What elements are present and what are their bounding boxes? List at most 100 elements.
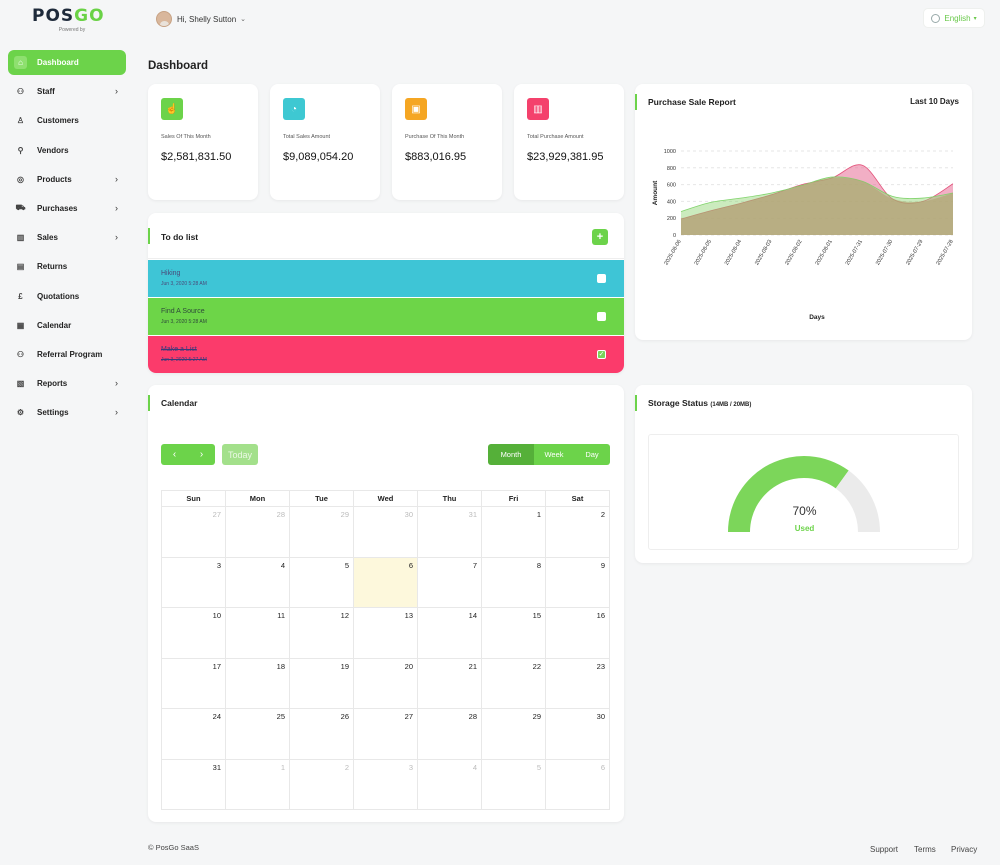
calendar-day[interactable]: 26 [289, 708, 354, 760]
sidebar-item-label: Purchases [37, 203, 78, 213]
todo-item-title: Hiking [161, 270, 181, 277]
calendar-day[interactable]: 21 [417, 657, 482, 709]
sidebar: ⌂ Dashboard ⚇ Staff › ♙ Customers ⚲ Vendors ◎ Prod… [8, 50, 126, 429]
sidebar-item-products[interactable]: ◎ Products › [8, 167, 126, 192]
calendar-day[interactable]: 27 [353, 708, 418, 760]
calendar-day[interactable]: 1 [225, 758, 290, 810]
cart-icon: ⛟ [15, 203, 26, 213]
calendar-day[interactable]: 14 [417, 607, 482, 659]
footer-terms-link[interactable]: Terms [914, 845, 936, 854]
todo-item-date: Jun 3, 2020 5:28 AM [161, 319, 207, 325]
calendar-day[interactable]: 3 [353, 758, 418, 810]
card-accent [148, 395, 150, 411]
calendar-day-today[interactable]: 6 [353, 556, 418, 608]
sidebar-item-quotations[interactable]: £ Quotations [8, 284, 126, 309]
calendar-day[interactable]: 27 [161, 506, 226, 558]
calendar-day[interactable]: 2 [545, 506, 610, 558]
calendar-day[interactable]: 23 [545, 657, 610, 709]
user-menu[interactable]: Hi, Shelly Sutton ⌄ [156, 10, 246, 28]
sidebar-item-staff[interactable]: ⚇ Staff › [8, 79, 126, 104]
sidebar-item-referral-program[interactable]: ⚇ Referral Program [8, 342, 126, 367]
calendar-day[interactable]: 29 [289, 506, 354, 558]
sidebar-item-vendors[interactable]: ⚲ Vendors [8, 138, 126, 163]
brand-logo[interactable]: POSGO Powered by [32, 8, 112, 34]
sidebar-item-customers[interactable]: ♙ Customers [8, 108, 126, 133]
calendar-day[interactable]: 17 [161, 657, 226, 709]
x-tick-label: 2025-07-30 [875, 239, 894, 266]
calendar-day[interactable]: 10 [161, 607, 226, 659]
todo-checkbox[interactable] [597, 274, 606, 283]
x-tick-label: 2025-08-04 [724, 239, 743, 266]
calendar-view-week[interactable]: Week [534, 444, 574, 465]
sidebar-item-reports[interactable]: ▧ Reports › [8, 371, 126, 396]
todo-item[interactable]: Find A Source Jun 3, 2020 5:28 AM [148, 298, 624, 335]
calendar-day[interactable]: 20 [353, 657, 418, 709]
sidebar-item-label: Staff [37, 87, 55, 97]
card-accent [635, 94, 637, 110]
todo-item[interactable]: Make a List Jun 3, 2020 5:27 AM ✓ [148, 336, 624, 373]
stat-label: Total Sales Amount [283, 134, 331, 140]
calendar-day[interactable]: 9 [545, 556, 610, 608]
calendar-day[interactable]: 30 [353, 506, 418, 558]
calendar-day[interactable]: 31 [417, 506, 482, 558]
todo-item[interactable]: Hiking Jun 3, 2020 5:28 AM [148, 260, 624, 297]
footer-privacy-link[interactable]: Privacy [951, 845, 978, 854]
calendar-week-row: 17 18 19 20 21 22 23 [161, 657, 610, 709]
calendar-day[interactable]: 31 [161, 758, 226, 810]
globe-icon [931, 13, 941, 23]
calendar-day[interactable]: 29 [481, 708, 546, 760]
calendar-day[interactable]: 28 [225, 506, 290, 558]
todo-checkbox[interactable]: ✓ [597, 350, 606, 359]
sidebar-item-label: Quotations [37, 291, 80, 301]
calendar-day[interactable]: 28 [417, 708, 482, 760]
stat-value: $9,089,054.20 [283, 151, 354, 163]
calendar-day[interactable]: 11 [225, 607, 290, 659]
report-range[interactable]: Last 10 Days [910, 97, 959, 106]
stat-card: ▥ Total Purchase Amount $23,929,381.95 [514, 84, 624, 200]
calendar-day[interactable]: 24 [161, 708, 226, 760]
calendar-day[interactable]: 30 [545, 708, 610, 760]
y-tick-label: 200 [667, 216, 676, 222]
sidebar-item-purchases[interactable]: ⛟ Purchases › [8, 196, 126, 221]
chevron-right-icon: › [115, 86, 118, 97]
add-todo-button[interactable]: + [592, 229, 608, 245]
storage-card: Storage Status (14MB / 20MB) 70% Used [635, 385, 972, 563]
calendar-day[interactable]: 25 [225, 708, 290, 760]
calendar-day[interactable]: 4 [225, 556, 290, 608]
calendar-day[interactable]: 5 [481, 758, 546, 810]
calendar-day[interactable]: 7 [417, 556, 482, 608]
calendar-day[interactable]: 13 [353, 607, 418, 659]
calendar-day[interactable]: 22 [481, 657, 546, 709]
sidebar-item-label: Dashboard [37, 58, 79, 67]
sidebar-item-sales[interactable]: ▥ Sales › [8, 225, 126, 250]
todo-header: To do list + [148, 213, 624, 259]
calendar-day[interactable]: 8 [481, 556, 546, 608]
calendar-prev-button[interactable]: ‹ [161, 444, 188, 465]
calendar-day[interactable]: 12 [289, 607, 354, 659]
chevron-down-icon: ⌄ [240, 16, 247, 23]
sidebar-item-calendar[interactable]: ▦ Calendar [8, 313, 126, 338]
calendar-view-day[interactable]: Day [574, 444, 610, 465]
calendar-day[interactable]: 16 [545, 607, 610, 659]
calendar-day[interactable]: 18 [225, 657, 290, 709]
calendar-view-month[interactable]: Month [488, 444, 534, 465]
calendar-day[interactable]: 1 [481, 506, 546, 558]
calendar-day[interactable]: 3 [161, 556, 226, 608]
calendar-day[interactable]: 5 [289, 556, 354, 608]
sidebar-item-settings[interactable]: ⚙ Settings › [8, 400, 126, 425]
calendar-day[interactable]: 6 [545, 758, 610, 810]
todo-checkbox[interactable] [597, 312, 606, 321]
footer-support-link[interactable]: Support [870, 845, 899, 854]
todo-title: To do list [161, 232, 199, 242]
calendar-day[interactable]: 19 [289, 657, 354, 709]
report-icon: ▧ [16, 379, 25, 389]
weekday-label: Thu [417, 490, 482, 507]
language-selector[interactable]: English ▾ [923, 8, 985, 28]
calendar-next-button[interactable]: › [188, 444, 215, 465]
sidebar-item-dashboard[interactable]: ⌂ Dashboard [8, 50, 126, 75]
sidebar-item-returns[interactable]: ▤ Returns [8, 254, 126, 279]
calendar-day[interactable]: 15 [481, 607, 546, 659]
calendar-today-button[interactable]: Today [222, 444, 258, 465]
calendar-day[interactable]: 2 [289, 758, 354, 810]
calendar-day[interactable]: 4 [417, 758, 482, 810]
